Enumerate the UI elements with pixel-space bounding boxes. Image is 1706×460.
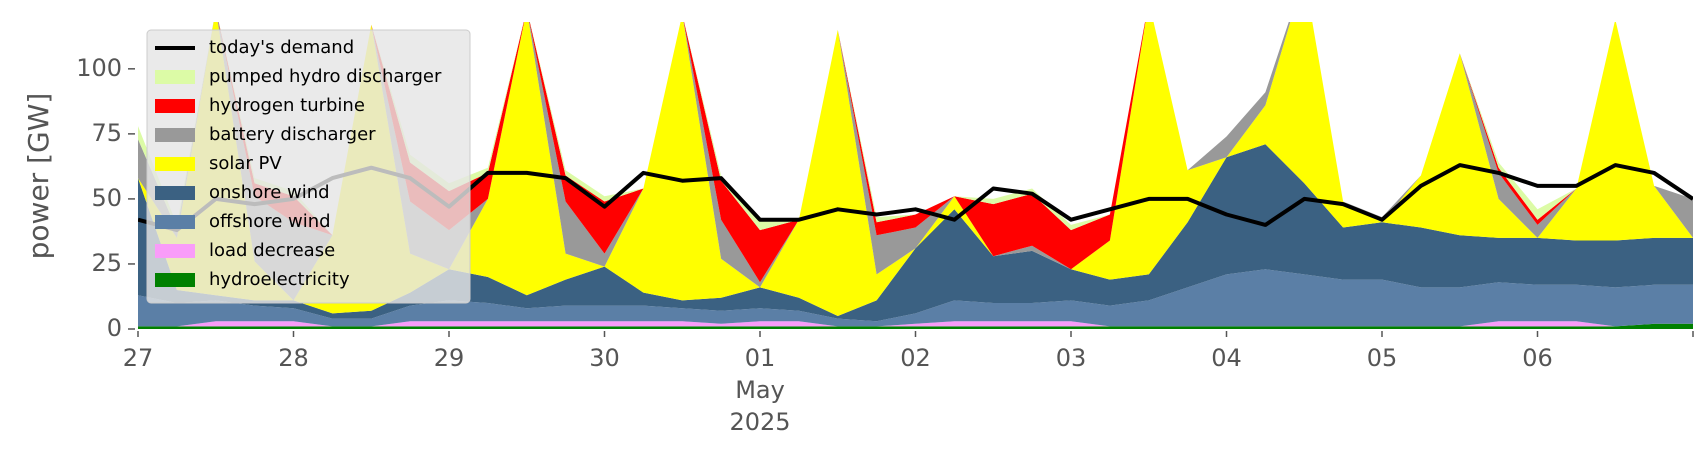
legend-patch (155, 157, 195, 171)
legend-label: hydrogen turbine (209, 95, 365, 116)
legend-label: hydroelectricity (209, 269, 350, 290)
legend-patch (155, 244, 195, 258)
y-tick-label: 75 (91, 119, 122, 147)
x-tick-label: 28 (278, 344, 309, 372)
x-tick-label: 27 (123, 344, 154, 372)
legend-patch (155, 273, 195, 287)
y-tick-label: 50 (91, 184, 122, 212)
legend-patch (155, 128, 195, 142)
legend-label: solar PV (209, 153, 282, 174)
x-tick-label: 05 (1367, 344, 1398, 372)
area (138, 269, 1693, 327)
y-axis-label: power [GW] (22, 93, 55, 260)
legend-label: load decrease (209, 240, 335, 261)
area (138, 144, 1693, 322)
legend-label: today's demand (209, 37, 354, 58)
legend-label: offshore wind (209, 211, 331, 232)
legend-patch (155, 215, 195, 229)
legend-patch (155, 99, 195, 113)
x-tick-label: 04 (1211, 344, 1242, 372)
y-tick-label: 100 (76, 54, 122, 82)
legend-patch (155, 70, 195, 84)
legend-label: pumped hydro discharger (209, 66, 442, 87)
x-tick-label: 30 (589, 344, 620, 372)
legend-patch (155, 186, 195, 200)
legend-label: battery discharger (209, 124, 376, 145)
x-tick-label: 03 (1056, 344, 1087, 372)
area (138, 22, 1693, 316)
x-tick-label: 29 (434, 344, 465, 372)
y-tick-label: 0 (107, 314, 122, 342)
area (138, 22, 1693, 236)
y-tick-label: 25 (91, 249, 122, 277)
x-tick-label: 06 (1522, 344, 1553, 372)
legend-box (146, 29, 471, 304)
x-tick-label: 01 May 2025 (729, 344, 790, 436)
x-tick-label: 02 (900, 344, 931, 372)
legend-label: onshore wind (209, 182, 330, 203)
